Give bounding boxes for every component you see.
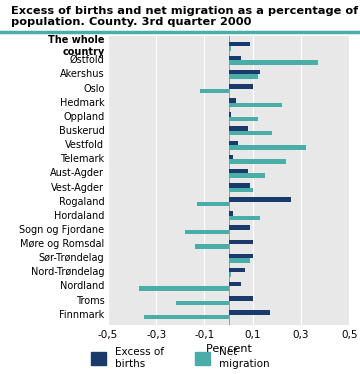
Bar (229, 296, 253, 301)
Text: Hedmark: Hedmark (60, 98, 104, 108)
Text: Nord-Trøndelag: Nord-Trøndelag (31, 267, 104, 278)
Bar (229, 254, 253, 258)
Bar (176, 301, 229, 305)
Text: Nordland: Nordland (60, 282, 104, 291)
Bar (229, 174, 265, 178)
Bar (229, 282, 240, 286)
Bar (139, 286, 229, 291)
Text: Sogn og Fjordane: Sogn og Fjordane (19, 225, 104, 235)
Bar (229, 169, 248, 174)
Text: population. County. 3rd quarter 2000: population. County. 3rd quarter 2000 (11, 17, 251, 27)
Bar (229, 187, 253, 192)
Bar (229, 145, 306, 150)
Bar (229, 240, 253, 244)
Text: Aust-Agder: Aust-Agder (50, 168, 104, 178)
Text: The whole
country: The whole country (48, 35, 104, 57)
Text: Excess of births and net migration as a percentage of: Excess of births and net migration as a … (11, 6, 358, 16)
Bar (229, 42, 250, 46)
Bar (229, 131, 272, 135)
Bar (229, 84, 253, 89)
Bar (229, 155, 233, 159)
Text: Akershus: Akershus (60, 70, 104, 79)
Text: Østfold: Østfold (69, 55, 104, 65)
Bar (197, 202, 229, 206)
Bar (229, 183, 250, 187)
X-axis label: Per cent: Per cent (206, 344, 252, 355)
Bar (229, 226, 250, 230)
Bar (195, 244, 229, 249)
Bar (229, 272, 231, 277)
Bar (229, 126, 248, 131)
Legend: Excess of
births, Net
migration: Excess of births, Net migration (91, 347, 269, 369)
Text: Oppland: Oppland (63, 112, 104, 122)
Text: Oslo: Oslo (83, 83, 104, 94)
Bar (229, 70, 260, 74)
Text: Buskerud: Buskerud (59, 126, 104, 136)
Bar (200, 89, 229, 93)
Bar (229, 159, 287, 164)
Bar (229, 310, 270, 315)
Bar (229, 98, 236, 103)
Bar (229, 211, 233, 216)
Bar (229, 117, 257, 121)
Text: Vest-Agder: Vest-Agder (51, 183, 104, 193)
Bar (229, 141, 238, 145)
Bar (229, 197, 291, 202)
Bar (229, 46, 231, 50)
Bar (229, 216, 260, 220)
Bar (144, 315, 229, 319)
Text: Sør-Trøndelag: Sør-Trøndelag (39, 253, 104, 263)
Text: Vestfold: Vestfold (66, 140, 104, 150)
Text: Rogaland: Rogaland (59, 197, 104, 207)
Bar (229, 103, 282, 107)
Bar (229, 268, 246, 272)
Bar (229, 74, 257, 79)
Text: Troms: Troms (76, 295, 104, 306)
Text: Hordaland: Hordaland (54, 211, 104, 221)
Text: Telemark: Telemark (60, 154, 104, 164)
Bar (185, 230, 229, 234)
Text: Møre og Romsdal: Møre og Romsdal (20, 239, 104, 249)
Bar (229, 112, 231, 117)
Bar (229, 258, 250, 263)
Bar (229, 60, 318, 65)
Text: Finnmark: Finnmark (59, 310, 104, 320)
Bar (229, 56, 240, 60)
